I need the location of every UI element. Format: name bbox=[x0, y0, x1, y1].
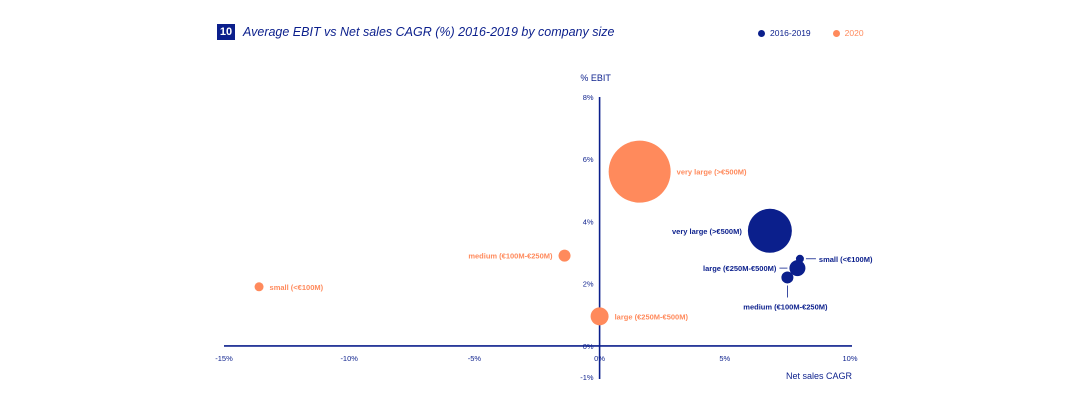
x-tick-label: -15% bbox=[215, 354, 233, 363]
bubble-label-2020: medium (€100M-€250M) bbox=[468, 252, 553, 261]
x-tick-label: -10% bbox=[340, 354, 358, 363]
bubble-label-2020: large (€250M-€500M) bbox=[615, 312, 689, 321]
bubble-2020 bbox=[608, 140, 671, 203]
bubble-label-2016-2019: large (€250M-€500M) bbox=[703, 264, 777, 273]
y-tick-label: 2% bbox=[583, 280, 594, 289]
y-axis-title: % EBIT bbox=[580, 73, 611, 83]
chart-header: 10 Average EBIT vs Net sales CAGR (%) 20… bbox=[217, 23, 614, 41]
bubble-label-2020: very large (>€500M) bbox=[677, 168, 747, 177]
bubble-2016-2019 bbox=[789, 260, 806, 277]
x-axis-title: Net sales CAGR bbox=[786, 371, 853, 381]
y-tick-label: -1% bbox=[580, 373, 594, 382]
bubble-2016-2019 bbox=[747, 208, 792, 253]
x-tick-label: 5% bbox=[719, 354, 730, 363]
y-tick-label: 6% bbox=[583, 155, 594, 164]
y-tick-label: 4% bbox=[583, 217, 594, 226]
bubble-2020 bbox=[590, 307, 609, 326]
chart-title: Average EBIT vs Net sales CAGR (%) 2016-… bbox=[243, 25, 615, 39]
bubble-2016-2019 bbox=[781, 271, 794, 284]
bubble-label-2016-2019: medium (€100M-€250M) bbox=[743, 302, 828, 311]
y-tick-label: 8% bbox=[583, 93, 594, 102]
legend-label-2016-2019: 2016-2019 bbox=[770, 28, 811, 38]
x-tick-label: 0% bbox=[594, 354, 605, 363]
y-tick-label: 0% bbox=[583, 342, 594, 351]
bubble-label-2020: small (<€100M) bbox=[270, 283, 324, 292]
x-tick-label: -5% bbox=[468, 354, 482, 363]
legend-marker-2020 bbox=[832, 29, 840, 37]
bubble-2020 bbox=[254, 282, 264, 292]
legend-item-2016-2019: 2016-2019 bbox=[758, 28, 811, 38]
bubble-label-2016-2019: very large (>€500M) bbox=[672, 227, 742, 236]
figure-number-badge: 10 bbox=[217, 24, 235, 40]
x-tick-label: 10% bbox=[842, 354, 857, 363]
legend-item-2020: 2020 bbox=[832, 28, 864, 38]
legend: 2016-2019 2020 bbox=[758, 28, 886, 38]
bubble-2020 bbox=[558, 249, 571, 262]
legend-marker-2016-2019 bbox=[758, 29, 765, 37]
bubble-label-2016-2019: small (<€100M) bbox=[819, 255, 873, 264]
legend-label-2020: 2020 bbox=[844, 28, 864, 38]
